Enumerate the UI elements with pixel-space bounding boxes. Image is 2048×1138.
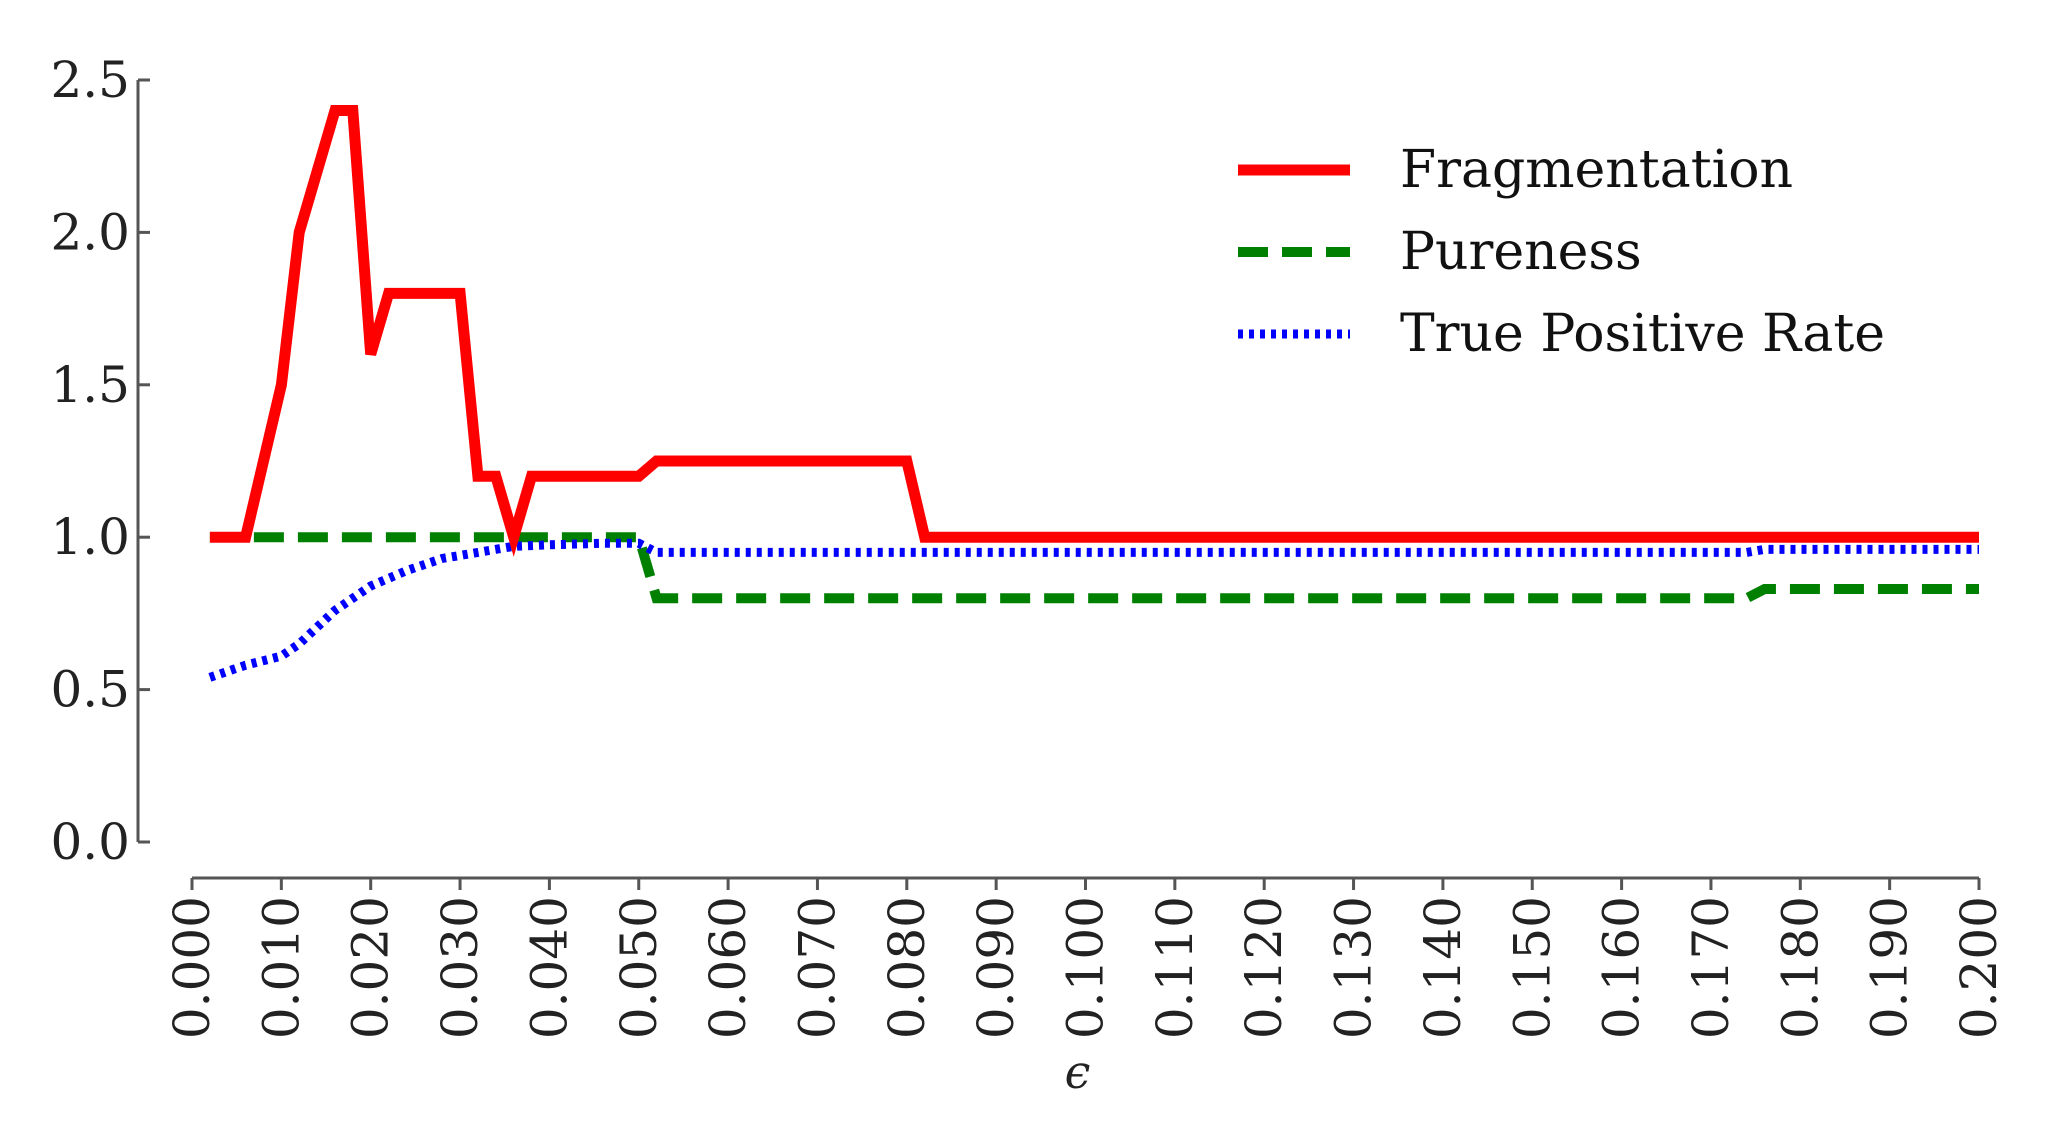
x-tick-label: 0.040 — [520, 896, 578, 1039]
series-line-fragmentation — [209, 105, 1979, 557]
x-tick-label: 0.020 — [342, 896, 400, 1039]
series-line-pureness — [209, 532, 1979, 604]
legend-label: True Positive Rate — [1400, 304, 1885, 364]
x-tick-label: 0.080 — [878, 896, 936, 1039]
legend-label: Fragmentation — [1400, 140, 1793, 200]
x-tick-label: 0.110 — [1146, 896, 1204, 1039]
x-tick-label: 0.100 — [1057, 896, 1115, 1039]
legend-label: Pureness — [1400, 222, 1642, 282]
x-tick-label: 0.190 — [1861, 896, 1919, 1039]
x-tick-label: 0.200 — [1950, 896, 2008, 1039]
x-tick-label: 0.050 — [610, 896, 668, 1039]
legend: Fragmentation Pureness True Positive Rate — [1238, 140, 1885, 364]
x-axis-title: ϵ — [1065, 1045, 1091, 1099]
x-tick-label: 0.090 — [967, 896, 1025, 1039]
x-tick-label: 0.120 — [1235, 896, 1293, 1039]
plot-series — [208, 105, 1979, 682]
y-tick-label: 2.5 — [50, 51, 130, 109]
y-tick-label: 0.5 — [50, 661, 130, 719]
x-tick-label: 0.160 — [1593, 896, 1651, 1039]
x-tick-label: 0.150 — [1503, 896, 1561, 1039]
x-tick-label: 0.030 — [431, 896, 489, 1039]
x-tick-label: 0.010 — [252, 896, 310, 1039]
y-tick-label: 1.0 — [50, 508, 130, 566]
x-tick-label: 0.130 — [1325, 896, 1383, 1039]
x-tick-label: 0.070 — [788, 896, 846, 1039]
x-axis: 0.000 0.010 0.020 0.030 0.040 0.050 0.060 0.070… — [163, 876, 2008, 1039]
x-tick-label: 0.170 — [1682, 896, 1740, 1039]
series-line-true-positive-rate — [208, 538, 1979, 682]
x-tick-label: 0.060 — [699, 896, 757, 1039]
x-tick-label: 0.000 — [163, 896, 221, 1039]
y-axis: 0.0 0.5 1.0 1.5 2.0 2.5 — [50, 51, 150, 871]
y-tick-label: 1.5 — [50, 356, 130, 414]
x-tick-label: 0.180 — [1771, 896, 1829, 1039]
y-tick-label: 0.0 — [50, 813, 130, 871]
y-tick-label: 2.0 — [50, 203, 130, 261]
x-tick-label: 0.140 — [1414, 896, 1472, 1039]
